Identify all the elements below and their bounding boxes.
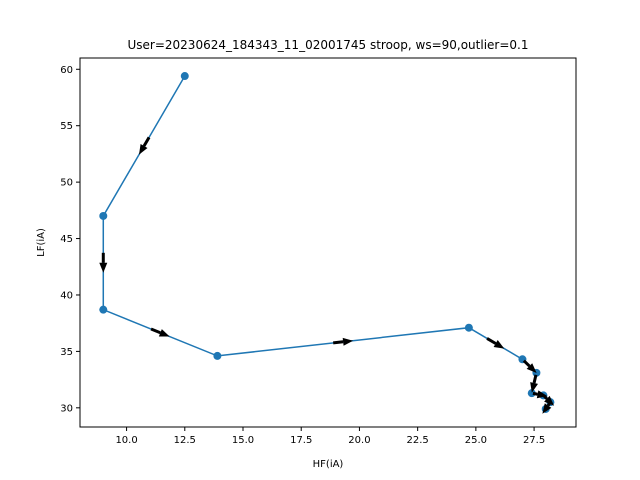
series-line <box>102 75 552 410</box>
x-axis-label: HF(iA) <box>313 459 344 470</box>
x-tick-label: 20.0 <box>348 435 370 446</box>
direction-arrow-shaft <box>150 327 161 335</box>
y-tick-label: 45 <box>60 234 73 245</box>
y-tick-label: 30 <box>60 403 73 414</box>
y-tick-label: 40 <box>60 290 73 301</box>
direction-arrow-shaft <box>333 340 344 345</box>
x-tick-label: 12.5 <box>174 435 196 446</box>
data-point <box>99 211 108 220</box>
x-axis: 10.0 12.5 15.0 17.5 20.0 22.5 25.0 27.5 <box>115 427 545 446</box>
y-tick-label: 35 <box>60 347 73 358</box>
direction-arrow-shaft <box>546 402 552 407</box>
x-tick-label: 17.5 <box>290 435 312 446</box>
direction-arrow-shaft <box>532 391 538 396</box>
plot-frame <box>79 57 577 428</box>
direction-arrow-head <box>342 337 354 346</box>
y-tick-label: 50 <box>60 178 73 189</box>
direction-arrow-shaft <box>486 337 497 345</box>
y-tick-label: 60 <box>60 65 73 76</box>
x-tick-label: 10.0 <box>115 435 137 446</box>
direction-arrow-shaft <box>142 136 151 147</box>
y-axis-label: LF(iA) <box>36 228 47 257</box>
plot-area <box>99 72 555 414</box>
direction-arrow-head <box>139 144 148 155</box>
direction-arrow-head <box>542 403 552 414</box>
direction-arrow-head <box>158 329 170 337</box>
data-point <box>527 389 536 398</box>
y-axis: 30 35 40 45 50 55 60 <box>60 65 80 414</box>
x-tick-label: 27.5 <box>523 435 545 446</box>
direction-arrow-head <box>493 340 505 349</box>
data-point <box>464 323 473 332</box>
x-tick-label: 25.0 <box>465 435 487 446</box>
direction-arrow-head <box>530 382 538 393</box>
direction-arrow-head <box>99 262 108 273</box>
data-point <box>213 351 222 360</box>
y-tick-label: 55 <box>60 121 73 132</box>
direction-arrow-shaft <box>543 395 548 400</box>
direction-arrow-head <box>544 395 555 406</box>
x-tick-label: 22.5 <box>407 435 429 446</box>
direction-arrow-shaft <box>532 374 538 384</box>
data-point <box>180 72 189 81</box>
direction-arrow-head <box>526 363 537 374</box>
direction-arrow-shaft <box>522 359 531 368</box>
data-point <box>99 305 108 314</box>
x-tick-label: 15.0 <box>232 435 254 446</box>
chart-title: User=20230624_184343_11_02001745 stroop,… <box>128 38 529 52</box>
